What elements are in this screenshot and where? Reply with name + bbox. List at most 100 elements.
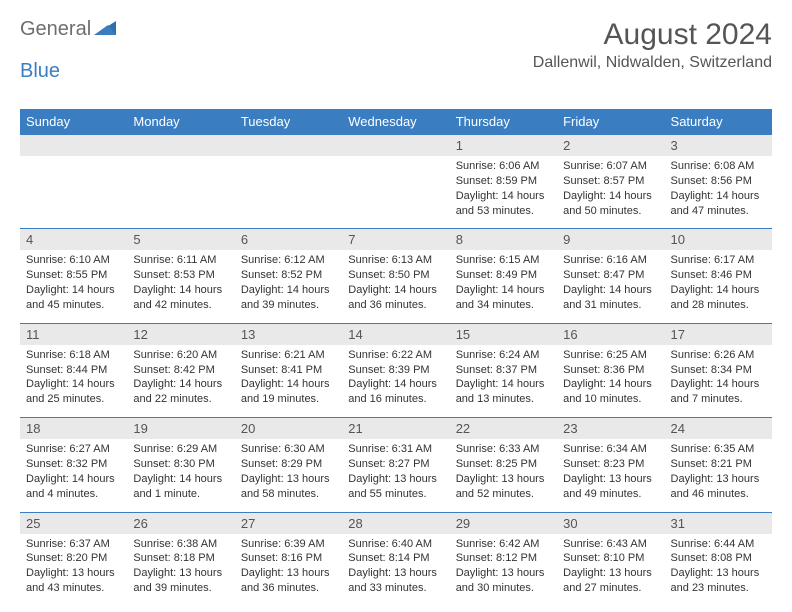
sunset-text: Sunset: 8:27 PM	[348, 457, 443, 472]
daylight-text: Daylight: 14 hours and 50 minutes.	[563, 189, 658, 219]
info-cell: Sunrise: 6:34 AMSunset: 8:23 PMDaylight:…	[557, 439, 664, 512]
info-cell: Sunrise: 6:13 AMSunset: 8:50 PMDaylight:…	[342, 250, 449, 323]
date-cell: 19	[127, 418, 234, 440]
info-cell: Sunrise: 6:31 AMSunset: 8:27 PMDaylight:…	[342, 439, 449, 512]
info-cell: Sunrise: 6:12 AMSunset: 8:52 PMDaylight:…	[235, 250, 342, 323]
daylight-text: Daylight: 14 hours and 36 minutes.	[348, 283, 443, 313]
date-cell	[20, 135, 127, 157]
sunrise-text: Sunrise: 6:30 AM	[241, 442, 336, 457]
date-cell: 18	[20, 418, 127, 440]
info-cell: Sunrise: 6:16 AMSunset: 8:47 PMDaylight:…	[557, 250, 664, 323]
sunrise-text: Sunrise: 6:13 AM	[348, 253, 443, 268]
date-row: 123	[20, 135, 772, 157]
date-cell: 3	[665, 135, 772, 157]
sunrise-text: Sunrise: 6:42 AM	[456, 537, 551, 552]
sunrise-text: Sunrise: 6:27 AM	[26, 442, 121, 457]
sunrise-text: Sunrise: 6:16 AM	[563, 253, 658, 268]
sunrise-text: Sunrise: 6:17 AM	[671, 253, 766, 268]
date-cell: 24	[665, 418, 772, 440]
daylight-text: Daylight: 13 hours and 43 minutes.	[26, 566, 121, 596]
date-cell: 15	[450, 323, 557, 345]
sunrise-text: Sunrise: 6:43 AM	[563, 537, 658, 552]
sunrise-text: Sunrise: 6:10 AM	[26, 253, 121, 268]
sunset-text: Sunset: 8:55 PM	[26, 268, 121, 283]
date-cell: 4	[20, 229, 127, 251]
sunrise-text: Sunrise: 6:40 AM	[348, 537, 443, 552]
daylight-text: Daylight: 13 hours and 23 minutes.	[671, 566, 766, 596]
info-cell: Sunrise: 6:22 AMSunset: 8:39 PMDaylight:…	[342, 345, 449, 418]
info-cell: Sunrise: 6:43 AMSunset: 8:10 PMDaylight:…	[557, 534, 664, 606]
daylight-text: Daylight: 13 hours and 30 minutes.	[456, 566, 551, 596]
month-title: August 2024	[533, 18, 772, 52]
info-cell	[20, 156, 127, 229]
date-row: 18192021222324	[20, 418, 772, 440]
sunset-text: Sunset: 8:46 PM	[671, 268, 766, 283]
info-row: Sunrise: 6:37 AMSunset: 8:20 PMDaylight:…	[20, 534, 772, 606]
date-cell: 26	[127, 512, 234, 534]
dow-saturday: Saturday	[665, 109, 772, 135]
date-row: 11121314151617	[20, 323, 772, 345]
sunrise-text: Sunrise: 6:07 AM	[563, 159, 658, 174]
sunset-text: Sunset: 8:29 PM	[241, 457, 336, 472]
date-cell: 10	[665, 229, 772, 251]
info-row: Sunrise: 6:10 AMSunset: 8:55 PMDaylight:…	[20, 250, 772, 323]
calendar-body: 123Sunrise: 6:06 AMSunset: 8:59 PMDaylig…	[20, 135, 772, 606]
daylight-text: Daylight: 13 hours and 52 minutes.	[456, 472, 551, 502]
sunset-text: Sunset: 8:37 PM	[456, 363, 551, 378]
info-cell: Sunrise: 6:08 AMSunset: 8:56 PMDaylight:…	[665, 156, 772, 229]
sunset-text: Sunset: 8:10 PM	[563, 551, 658, 566]
daylight-text: Daylight: 14 hours and 45 minutes.	[26, 283, 121, 313]
sunrise-text: Sunrise: 6:11 AM	[133, 253, 228, 268]
date-cell	[235, 135, 342, 157]
dow-monday: Monday	[127, 109, 234, 135]
info-cell: Sunrise: 6:20 AMSunset: 8:42 PMDaylight:…	[127, 345, 234, 418]
daylight-text: Daylight: 13 hours and 55 minutes.	[348, 472, 443, 502]
info-cell: Sunrise: 6:33 AMSunset: 8:25 PMDaylight:…	[450, 439, 557, 512]
sunset-text: Sunset: 8:57 PM	[563, 174, 658, 189]
date-cell: 23	[557, 418, 664, 440]
date-cell: 21	[342, 418, 449, 440]
sunset-text: Sunset: 8:49 PM	[456, 268, 551, 283]
sunset-text: Sunset: 8:41 PM	[241, 363, 336, 378]
dow-wednesday: Wednesday	[342, 109, 449, 135]
calendar-table: Sunday Monday Tuesday Wednesday Thursday…	[20, 109, 772, 606]
sunset-text: Sunset: 8:44 PM	[26, 363, 121, 378]
date-cell: 8	[450, 229, 557, 251]
daylight-text: Daylight: 14 hours and 10 minutes.	[563, 377, 658, 407]
sunset-text: Sunset: 8:21 PM	[671, 457, 766, 472]
daylight-text: Daylight: 14 hours and 31 minutes.	[563, 283, 658, 313]
daylight-text: Daylight: 14 hours and 7 minutes.	[671, 377, 766, 407]
daylight-text: Daylight: 13 hours and 58 minutes.	[241, 472, 336, 502]
info-row: Sunrise: 6:27 AMSunset: 8:32 PMDaylight:…	[20, 439, 772, 512]
info-cell: Sunrise: 6:24 AMSunset: 8:37 PMDaylight:…	[450, 345, 557, 418]
sunset-text: Sunset: 8:59 PM	[456, 174, 551, 189]
sunset-text: Sunset: 8:08 PM	[671, 551, 766, 566]
sunset-text: Sunset: 8:23 PM	[563, 457, 658, 472]
date-cell: 27	[235, 512, 342, 534]
sunrise-text: Sunrise: 6:24 AM	[456, 348, 551, 363]
sunset-text: Sunset: 8:14 PM	[348, 551, 443, 566]
days-of-week-row: Sunday Monday Tuesday Wednesday Thursday…	[20, 109, 772, 135]
info-row: Sunrise: 6:18 AMSunset: 8:44 PMDaylight:…	[20, 345, 772, 418]
sunrise-text: Sunrise: 6:21 AM	[241, 348, 336, 363]
info-cell: Sunrise: 6:15 AMSunset: 8:49 PMDaylight:…	[450, 250, 557, 323]
sunset-text: Sunset: 8:12 PM	[456, 551, 551, 566]
daylight-text: Daylight: 14 hours and 34 minutes.	[456, 283, 551, 313]
logo-word-1: General	[20, 18, 91, 41]
date-cell: 11	[20, 323, 127, 345]
daylight-text: Daylight: 14 hours and 1 minute.	[133, 472, 228, 502]
daylight-text: Daylight: 13 hours and 33 minutes.	[348, 566, 443, 596]
sunset-text: Sunset: 8:20 PM	[26, 551, 121, 566]
date-cell: 6	[235, 229, 342, 251]
info-cell: Sunrise: 6:10 AMSunset: 8:55 PMDaylight:…	[20, 250, 127, 323]
info-cell: Sunrise: 6:44 AMSunset: 8:08 PMDaylight:…	[665, 534, 772, 606]
date-row: 45678910	[20, 229, 772, 251]
sunset-text: Sunset: 8:18 PM	[133, 551, 228, 566]
info-cell: Sunrise: 6:39 AMSunset: 8:16 PMDaylight:…	[235, 534, 342, 606]
date-cell: 14	[342, 323, 449, 345]
info-cell: Sunrise: 6:21 AMSunset: 8:41 PMDaylight:…	[235, 345, 342, 418]
info-row: Sunrise: 6:06 AMSunset: 8:59 PMDaylight:…	[20, 156, 772, 229]
sunrise-text: Sunrise: 6:38 AM	[133, 537, 228, 552]
sunrise-text: Sunrise: 6:35 AM	[671, 442, 766, 457]
daylight-text: Daylight: 14 hours and 39 minutes.	[241, 283, 336, 313]
